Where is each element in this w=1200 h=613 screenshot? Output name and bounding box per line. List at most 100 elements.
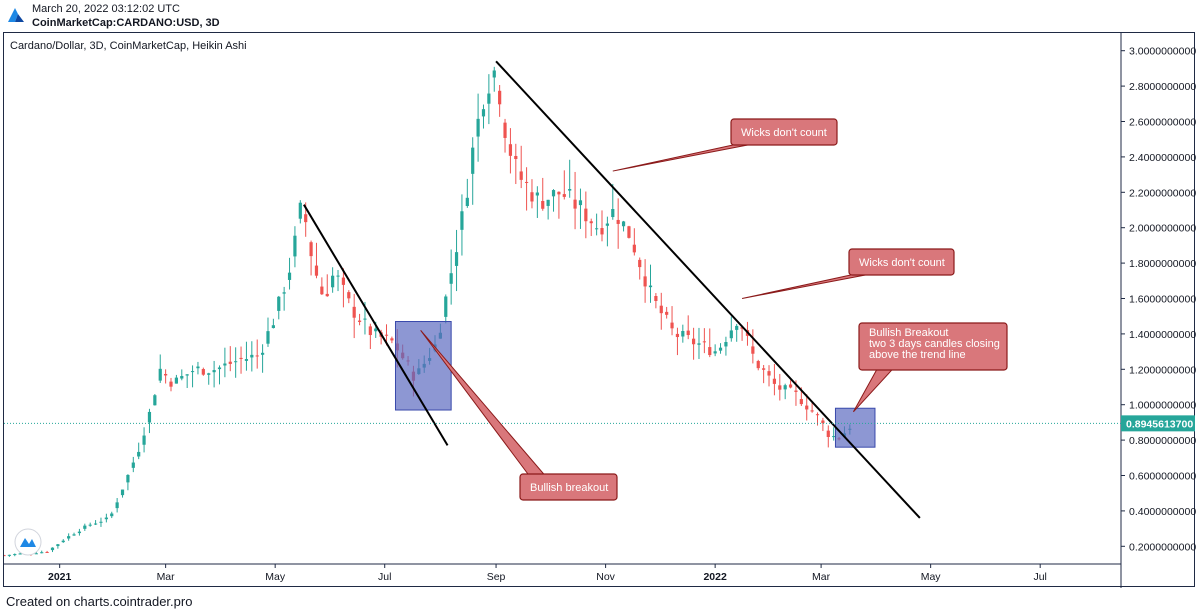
chart-frame[interactable]: Cardano/Dollar, 3D, CoinMarketCap, Heiki… (3, 32, 1196, 588)
candle-up (735, 325, 739, 330)
candle-up (287, 272, 292, 280)
candle-down (519, 171, 523, 180)
callout-pointer (741, 272, 876, 299)
candle-down (45, 551, 49, 553)
last-price-label: 0.8945613700 (1126, 418, 1193, 430)
candle-up (7, 554, 11, 556)
candle-up (56, 544, 60, 547)
callout-text: two 3 days candles closing (869, 338, 1000, 350)
candle-down (805, 405, 809, 410)
candle-down (675, 333, 680, 338)
candle-up (104, 517, 108, 520)
candle-down (508, 144, 513, 156)
candle-up (595, 228, 599, 230)
candle-down (616, 219, 620, 224)
y-tick-label: 2.6000000000 (1129, 117, 1196, 129)
y-tick-label: 1.0000000000 (1129, 400, 1196, 412)
candle-up (110, 513, 114, 517)
candle-down (638, 259, 642, 268)
candle-up (34, 553, 38, 555)
candle-up (126, 474, 130, 483)
x-tick-label: Mar (812, 571, 831, 583)
candle-down (255, 355, 259, 357)
callout-text: above the trend line (869, 349, 966, 361)
x-tick-label: Jul (378, 571, 391, 583)
tradingview-watermark-icon (14, 528, 42, 556)
candle-down (740, 327, 744, 329)
chart-canvas[interactable]: Cardano/Dollar, 3D, CoinMarketCap, Heiki… (4, 33, 1196, 588)
last-price-tag (1121, 415, 1195, 432)
candle-down (384, 334, 389, 336)
candle-up (83, 525, 87, 529)
candle-down (562, 194, 566, 197)
candle-up (568, 188, 572, 191)
cointrader-logo-icon (8, 8, 24, 22)
candle-down (627, 226, 631, 238)
candle-up (99, 521, 103, 523)
candle-up (142, 435, 146, 445)
candle-up (196, 366, 200, 369)
candle-down (756, 361, 760, 369)
candle-down (390, 338, 394, 341)
candle-down (357, 320, 362, 322)
timestamp: March 20, 2022 03:12:02 UTC (32, 3, 180, 15)
candle-up (476, 118, 480, 137)
candle-down (686, 330, 690, 336)
candle-up (223, 363, 227, 366)
candle-down (788, 384, 793, 388)
candle-up (153, 395, 157, 406)
candle-up (88, 524, 92, 526)
candle-up (832, 436, 836, 438)
candle-down (557, 191, 561, 195)
y-tick-label: 2.0000000000 (1129, 223, 1196, 235)
candle-up (50, 547, 55, 551)
candle-up (492, 70, 496, 78)
breakout-box-2 (834, 407, 876, 448)
callout-pointer (612, 142, 759, 172)
candle-up (471, 147, 475, 174)
candle-up (67, 536, 71, 539)
callout-text: Wicks don't count (741, 127, 827, 139)
footer-credit: Created on charts.cointrader.pro (6, 594, 193, 609)
y-tick-label: 1.8000000000 (1129, 258, 1196, 270)
trend-line-2 (495, 60, 921, 519)
candle-up (487, 93, 491, 104)
candle-down (643, 276, 647, 287)
x-tick-label: May (921, 571, 942, 583)
candle-down (815, 414, 820, 416)
candle-down (530, 192, 534, 202)
y-tick-label: 2.4000000000 (1129, 152, 1196, 164)
candle-down (4, 555, 6, 557)
candle-up (444, 296, 448, 317)
candle-up (120, 489, 125, 496)
candle-up (363, 318, 367, 320)
candle-down (632, 244, 636, 253)
candle-up (115, 502, 119, 509)
candle-up (131, 462, 135, 468)
candle-up (185, 374, 189, 376)
candle-up (13, 554, 17, 556)
candle-down (799, 399, 803, 405)
candle-down (368, 326, 372, 336)
candle-up (250, 354, 254, 358)
candle-up (535, 192, 539, 196)
candle-down (654, 296, 658, 301)
y-tick-label: 0.6000000000 (1129, 471, 1196, 483)
candle-up (18, 553, 22, 555)
chart-title: Cardano/Dollar, 3D, CoinMarketCap, Heiki… (10, 40, 247, 52)
candle-up (137, 451, 141, 457)
x-tick-label: Mar (157, 571, 176, 583)
y-tick-label: 1.2000000000 (1129, 364, 1196, 376)
candle-down (169, 381, 173, 387)
candle-up (648, 285, 653, 288)
candle-up (724, 342, 728, 347)
candle-up (260, 352, 265, 355)
callout-box (519, 473, 618, 501)
callout-box (858, 322, 1008, 371)
candle-up (718, 347, 723, 351)
trend-line-1 (303, 204, 449, 446)
candle-down (228, 361, 232, 364)
candle-up (234, 361, 238, 363)
candle-up (212, 370, 216, 373)
